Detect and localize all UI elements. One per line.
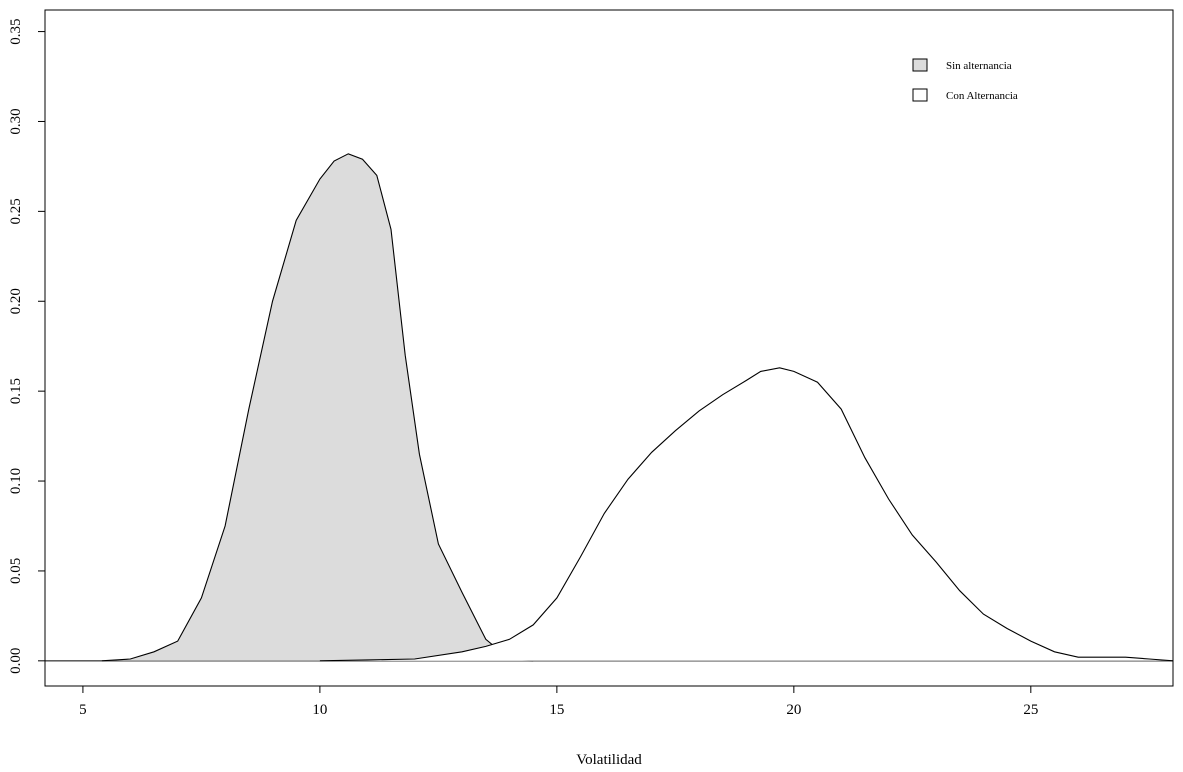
legend-swatch-con-alternancia <box>912 88 928 102</box>
y-tick-label: 0.05 <box>8 558 24 584</box>
y-tick-label: 0.00 <box>8 648 24 674</box>
x-axis: 5 10 15 20 25 <box>79 686 1038 718</box>
density-curve-con-alternancia <box>319 367 1174 662</box>
y-axis: 0.00 0.05 0.10 0.15 0.20 0.25 0.30 0.35 <box>8 18 45 674</box>
y-tick-label: 0.10 <box>8 468 24 494</box>
y-tick-label: 0.30 <box>8 108 24 134</box>
x-tick-label: 15 <box>549 702 564 718</box>
plot-frame <box>44 9 1174 687</box>
x-tick-label: 20 <box>786 702 801 718</box>
legend-label-con-alternancia: Con Alternancia <box>946 90 1018 102</box>
legend-swatch-sin-alternancia <box>912 58 928 72</box>
x-tick-label: 10 <box>312 702 327 718</box>
legend: Sin alternancia Con Alternancia <box>912 58 1018 102</box>
x-axis-title: Volatilidad <box>576 752 642 768</box>
y-tick-label: 0.15 <box>8 378 24 404</box>
y-tick-label: 0.20 <box>8 288 24 314</box>
x-tick-label: 5 <box>79 702 87 718</box>
legend-label-sin-alternancia: Sin alternancia <box>946 60 1012 72</box>
y-tick-label: 0.25 <box>8 198 24 224</box>
density-area-sin-alternancia <box>101 153 534 661</box>
y-tick-label: 0.35 <box>8 18 24 44</box>
x-tick-label: 25 <box>1023 702 1038 718</box>
density-curve-sin-alternancia <box>101 153 534 662</box>
density-area-con-alternancia <box>319 367 1173 661</box>
series-layer <box>101 153 1174 662</box>
